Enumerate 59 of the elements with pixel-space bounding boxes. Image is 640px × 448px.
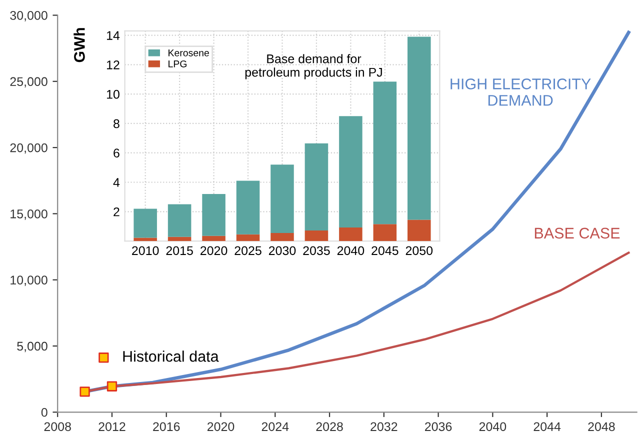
series-label: BASE CASE: [534, 228, 620, 239]
legend-label: Kerosene: [168, 50, 209, 56]
x-tick-label: 2045: [372, 246, 398, 256]
x-tick-label: 2036: [425, 422, 452, 432]
y-tick-label: 10: [106, 90, 120, 99]
y-tick-label: 30,000: [10, 11, 48, 22]
annotation: Base demand for petroleum products in PJ: [245, 54, 382, 80]
y-tick-label: 10,000: [10, 276, 48, 286]
bar: [134, 238, 157, 242]
bar: [134, 208, 157, 238]
x-tick-label: 2050: [406, 246, 433, 256]
bar: [408, 220, 431, 242]
bar: [168, 204, 192, 237]
bar: [202, 236, 226, 242]
x-tick-label: 2035: [303, 246, 330, 256]
x-tick-label: 2010: [132, 246, 159, 256]
bar: [270, 232, 294, 242]
y-tick-label: 14: [106, 31, 120, 40]
y-tick-label: 4: [113, 178, 120, 187]
bar: [304, 230, 328, 242]
x-tick-label: 2020: [207, 422, 234, 432]
bar: [236, 180, 260, 234]
x-tick-label: 2016: [153, 422, 180, 432]
x-tick-label: 2040: [337, 246, 364, 256]
x-tick-label: 2024: [262, 422, 289, 432]
bar: [408, 36, 431, 220]
bar: [202, 194, 226, 236]
bar: [373, 224, 397, 242]
bar: [168, 236, 192, 242]
x-tick-label: 2032: [370, 422, 398, 432]
y-tick-label: 20,000: [10, 143, 48, 154]
y-tick-label: 8: [114, 119, 120, 128]
x-tick-label: 2020: [200, 246, 228, 256]
legend-label: LPG: [168, 60, 186, 68]
bar: [236, 234, 260, 242]
y-tick-label: 25,000: [10, 77, 48, 88]
y-tick-label: 2: [114, 207, 120, 216]
x-tick-label: 2040: [479, 422, 506, 432]
bar: [339, 116, 362, 228]
x-tick-label: 2025: [234, 246, 262, 256]
bar: [339, 228, 362, 242]
y-tick-label: 0: [41, 408, 48, 417]
x-tick-label: 2048: [588, 422, 615, 432]
series-label: HIGH ELECTRICITY DEMAND: [450, 78, 591, 106]
bar: [373, 82, 397, 224]
x-tick-label: 2008: [44, 422, 71, 432]
x-tick-label: 2028: [316, 422, 343, 432]
bar: [270, 164, 294, 233]
y-tick-label: 5,000: [17, 342, 48, 352]
y-axis-title: GWh: [74, 28, 85, 62]
x-tick-label: 2012: [98, 422, 126, 432]
legend-label: Historical data: [123, 350, 219, 362]
bar: [304, 143, 328, 230]
y-tick-label: 12: [106, 60, 120, 70]
x-tick-label: 2030: [268, 246, 296, 256]
x-tick-label: 2015: [166, 246, 193, 256]
y-tick-label: 6: [114, 148, 120, 158]
x-tick-label: 2044: [534, 422, 561, 432]
y-tick-label: 15,000: [10, 209, 48, 220]
